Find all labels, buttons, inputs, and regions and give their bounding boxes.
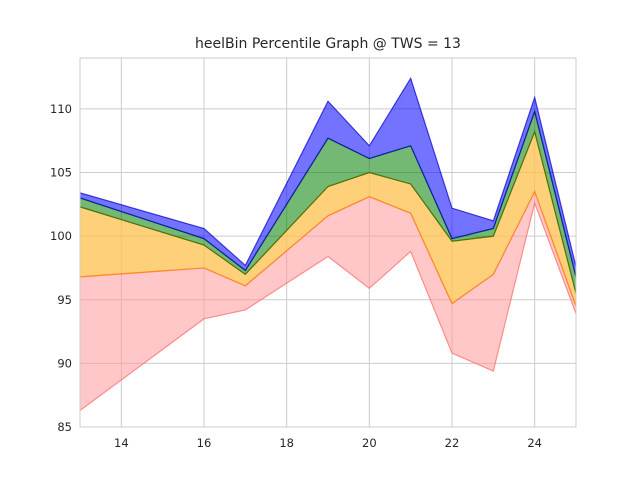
x-axis: 14 16 18 20 22 24 [114,436,542,450]
axes-border [79,57,577,428]
y-tick-label: 90 [57,356,72,370]
band-4-upper-edge [79,76,577,267]
y-tick-label: 95 [57,293,72,307]
band-1 [80,191,576,411]
band-3-lower-edge [79,129,577,294]
x-tick-label: 20 [362,436,377,450]
band-2-lower-edge [79,190,577,307]
band-3 [80,111,576,294]
y-axis: 85 90 95 100 105 110 [50,102,72,434]
x-tick-label: 16 [197,436,212,450]
y-tick-label: 100 [50,229,72,243]
band-4-lower-edge [79,109,577,278]
y-tick-label: 105 [50,166,72,180]
chart-title: heelBin Percentile Graph @ TWS = 13 [195,36,461,52]
band-2 [80,131,576,307]
band-1-lower-edge [79,201,577,411]
y-tick-label: 85 [57,420,72,434]
percentile-bands [79,76,577,411]
x-tick-label: 14 [114,436,129,450]
plot-area: 14 16 18 20 22 24 85 90 95 100 105 110 [50,57,577,450]
axes-frame [79,57,577,428]
y-tick-label: 110 [50,102,72,116]
x-tick-label: 24 [527,436,542,450]
x-tick-label: 18 [279,436,294,450]
band-4 [80,78,576,277]
x-tick-label: 22 [445,436,460,450]
